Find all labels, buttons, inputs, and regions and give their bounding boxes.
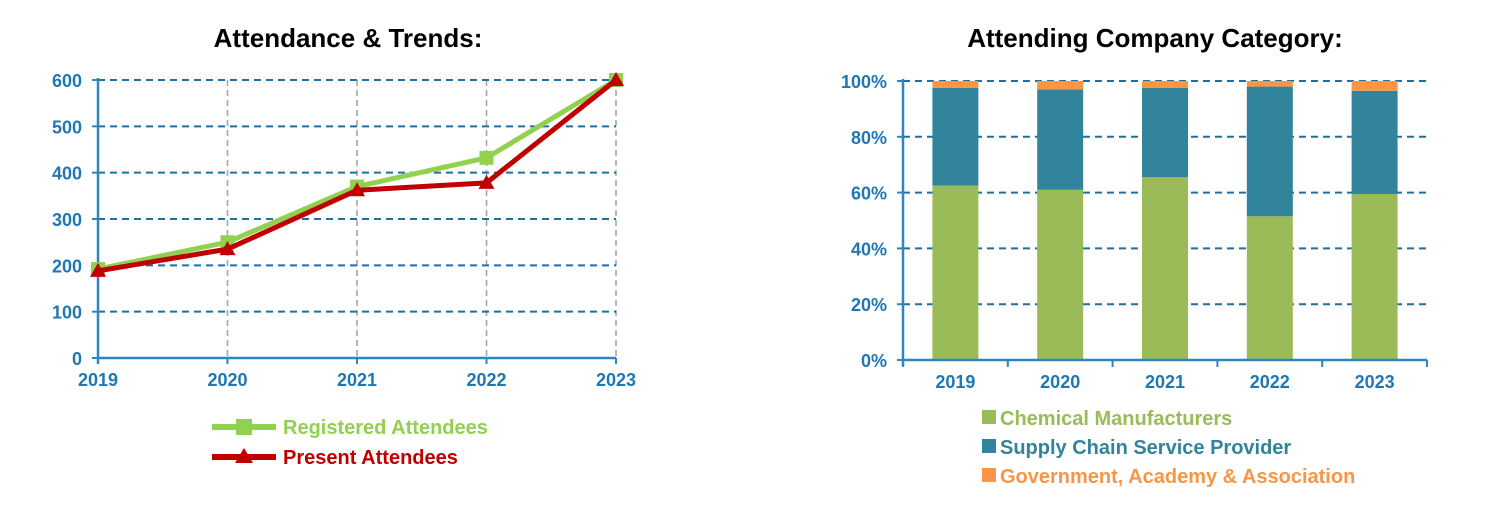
line-legend-label: Registered Attendees [283,417,488,439]
line-chart-ytick-label: 0 [72,349,82,369]
bar-chart-ytick-label: 20% [851,295,887,315]
bar-chart-bars [932,81,1398,360]
line-chart-ytick-label: 400 [52,164,82,184]
line-chart-series [90,72,624,277]
bar-chart-ytick-label: 40% [851,239,887,259]
line-chart-axes [92,78,617,364]
bar-chart-xtick-label: 2022 [1250,372,1290,392]
bar-chart-ytick-label: 100% [841,72,887,92]
line-chart-ytick-label: 300 [52,210,82,230]
legend-marker-triangle [235,448,253,463]
line-point-registered-2022 [479,150,494,165]
line-chart-ytick-label: 500 [52,117,82,137]
legend-marker-square [236,419,252,435]
bar-chart-legend: Chemical Manufacturers Supply Chain Servi… [982,408,1355,488]
bar-legend-swatch-0 [982,410,996,424]
bar-segment-2020-s1 [1037,89,1084,190]
line-point-present-2023 [608,72,624,86]
line-point-present-2020 [219,241,236,256]
bar-segment-2022-s1 [1246,86,1293,217]
bar-chart-ytick-label: 80% [851,128,887,148]
line-legend-label: Present Attendees [283,447,458,469]
line-chart-xtick-label: 2021 [337,370,377,390]
line-chart-legend: Registered Attendees Present Attendees [212,417,488,469]
line-chart-xtick-label: 2019 [78,370,118,390]
line-point-present-2021 [349,182,365,197]
bar-segment-2022-s2 [1246,81,1293,87]
bar-chart-ytick-label: 0% [861,351,887,371]
line-chart-ytick-label: 100 [52,303,82,323]
bar-segment-2019-s1 [932,87,979,186]
bar-chart-ytick-label: 60% [851,184,887,204]
line-chart-ytick-label: 600 [52,71,82,91]
bar-legend-swatch-1 [982,439,996,453]
line-chart-grid [98,79,617,358]
line-chart-xtick-label: 2023 [596,370,636,390]
bar-segment-2021-s2 [1142,81,1188,88]
bar-segment-2020-s2 [1037,81,1084,90]
bar-chart-xtick-label: 2019 [935,372,975,392]
bar-chart-xtick-label: 2020 [1040,372,1080,392]
bar-chart-axes [897,79,1428,367]
attendance-line-chart: Attendance & Trends: 0 100 200 300 400 500 600… [52,23,636,469]
bar-legend-label: Government, Academy & Association [1000,466,1355,488]
bar-legend-label: Supply Chain Service Provider [1000,437,1291,459]
bar-chart-xtick-label: 2023 [1355,372,1395,392]
bar-segment-2023-s2 [1351,81,1398,91]
bar-segment-2019-s0 [932,185,979,360]
bar-segment-2022-s0 [1246,216,1293,360]
line-chart-x-ticks: 2019 2020 2021 2022 2023 [78,370,636,390]
line-point-present-2022 [478,174,495,189]
company-category-bar-chart: Attending Company Category: 0% 20% 40% 60% 8… [841,23,1428,488]
bar-chart-y-ticks: 0% 20% 40% 60% 80% 100% [841,72,887,371]
line-chart-xtick-label: 2022 [466,370,506,390]
bar-segment-2023-s1 [1351,90,1398,194]
bar-segment-2020-s0 [1037,189,1084,360]
bar-chart-title: Attending Company Category: [967,23,1343,53]
bar-chart-grid [903,80,1427,306]
line-chart-xtick-label: 2020 [207,370,247,390]
bar-legend-swatch-2 [982,468,996,482]
bar-segment-2023-s0 [1351,193,1398,360]
bar-segment-2019-s2 [932,81,979,88]
bar-chart-x-ticks: 2019 2020 2021 2022 2023 [935,372,1394,392]
line-chart-ytick-label: 200 [52,256,82,276]
bar-segment-2021-s1 [1142,87,1188,178]
line-chart-title: Attendance & Trends: [214,23,483,53]
bar-segment-2021-s0 [1142,177,1188,360]
line-chart-y-ticks: 0 100 200 300 400 500 600 [52,71,82,369]
bar-chart-xtick-label: 2021 [1145,372,1185,392]
line-point-present-2019 [90,262,106,277]
bar-legend-label: Chemical Manufacturers [1000,408,1232,430]
